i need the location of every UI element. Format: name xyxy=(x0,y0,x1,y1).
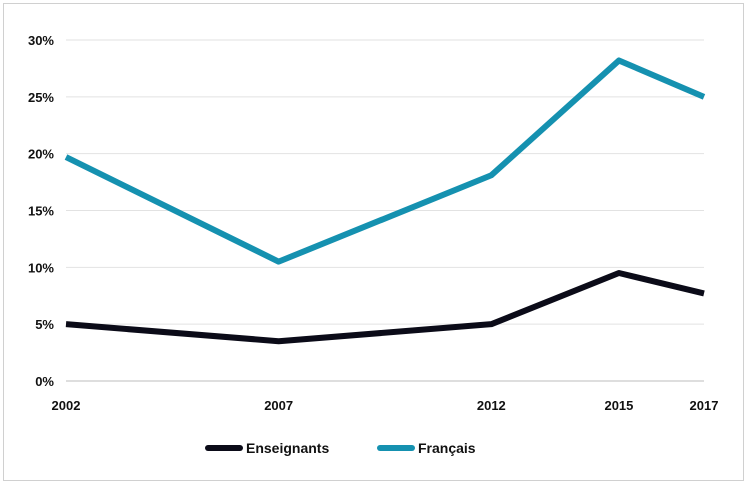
series-line-1 xyxy=(64,57,706,265)
y-tick-label: 5% xyxy=(35,317,54,332)
y-tick-label: 30% xyxy=(28,33,54,48)
x-tick-label: 2017 xyxy=(690,398,719,413)
y-tick-label: 0% xyxy=(35,374,54,389)
x-tick-label: 2007 xyxy=(264,398,293,413)
legend-label-0: Enseignants xyxy=(246,440,329,456)
y-tick-label: 25% xyxy=(28,90,54,105)
y-tick-label: 15% xyxy=(28,204,54,219)
x-tick-label: 2002 xyxy=(52,398,81,413)
x-tick-label: 2012 xyxy=(477,398,506,413)
chart-frame xyxy=(3,3,744,481)
y-tick-label: 20% xyxy=(28,147,54,162)
legend-label-1: Français xyxy=(418,440,476,456)
y-tick-label: 10% xyxy=(28,260,54,275)
x-tick-label: 2015 xyxy=(604,398,633,413)
series-line-0 xyxy=(65,270,705,345)
